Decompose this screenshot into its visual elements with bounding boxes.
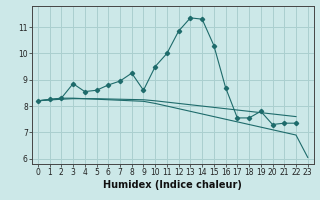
X-axis label: Humidex (Indice chaleur): Humidex (Indice chaleur) — [103, 180, 242, 190]
